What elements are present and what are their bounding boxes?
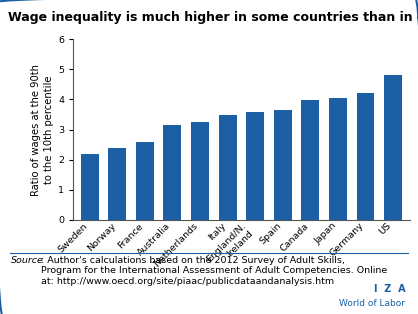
Text: : Author's calculations based on the 2012 Survey of Adult Skills,
Program for th: : Author's calculations based on the 201… [41,256,387,286]
Bar [108,148,126,220]
Text: World of Labor: World of Labor [339,299,405,308]
Bar [329,98,347,220]
Bar [274,110,292,220]
Bar [163,125,181,220]
Bar [384,75,402,220]
Bar [219,115,237,220]
Text: Wage inequality is much higher in some countries than in others: Wage inequality is much higher in some c… [8,11,418,24]
Bar [136,142,154,220]
Bar [81,154,99,220]
Y-axis label: Ratio of wages at the 90th
to the 10th percentile: Ratio of wages at the 90th to the 10th p… [31,63,54,196]
Bar [357,93,375,220]
Bar [246,112,264,220]
Text: I  Z  A: I Z A [374,284,405,294]
Bar [301,100,319,220]
Bar [191,122,209,220]
Text: Source: Source [10,256,43,265]
